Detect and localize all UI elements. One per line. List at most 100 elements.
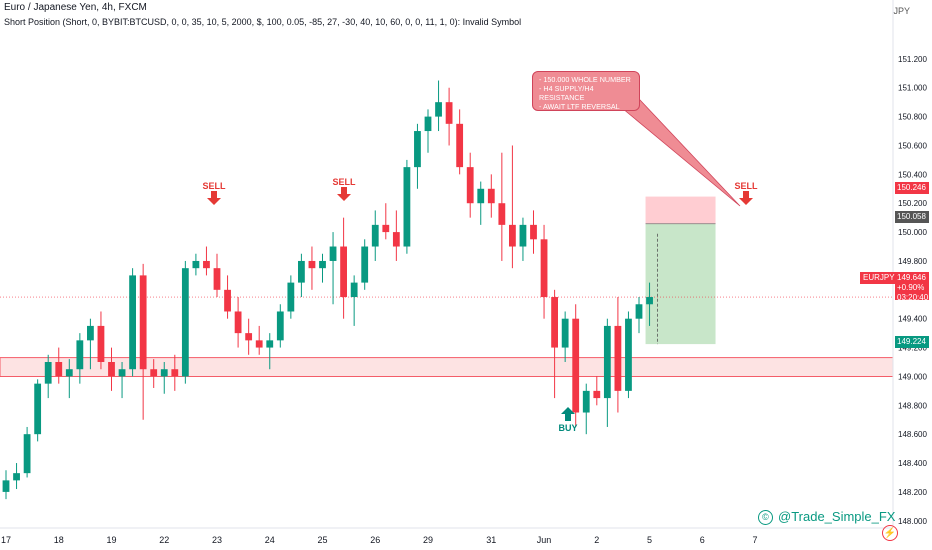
callout-line: - 150.000 WHOLE NUMBER bbox=[539, 75, 631, 84]
watermark-text: @Trade_Simple_FX bbox=[778, 509, 896, 524]
price-tick-label: 151.000 bbox=[898, 84, 927, 93]
candle-body bbox=[150, 369, 158, 377]
time-tick-label: 23 bbox=[212, 535, 222, 545]
price-tick-label: 149.400 bbox=[898, 315, 927, 324]
last-price: 149.646 bbox=[897, 273, 926, 282]
candle-body bbox=[245, 333, 253, 341]
candle-body bbox=[139, 275, 147, 370]
candle-body bbox=[424, 116, 432, 132]
time-tick-label: 6 bbox=[700, 535, 705, 545]
candle-body bbox=[392, 232, 400, 247]
price-tick-label: 148.200 bbox=[898, 488, 927, 497]
last-price-badge: 149.646 +0.90% 03:20:40 bbox=[895, 272, 929, 302]
time-tick-label: 31 bbox=[486, 535, 496, 545]
candle-body bbox=[192, 260, 200, 269]
time-tick-label: 2 bbox=[594, 535, 599, 545]
candle-body bbox=[361, 246, 369, 283]
candle-body bbox=[76, 340, 84, 370]
sell-signal: SELL bbox=[194, 181, 234, 207]
currency-label: JPY bbox=[893, 6, 910, 16]
candle-body bbox=[308, 260, 316, 269]
candle-body bbox=[540, 239, 548, 298]
analysis-callout[interactable]: - 150.000 WHOLE NUMBER - H4 SUPPLY/H4 RE… bbox=[532, 71, 640, 120]
price-tick-label: 148.800 bbox=[898, 401, 927, 410]
sell-signal: SELL bbox=[324, 177, 364, 203]
candle-body bbox=[287, 282, 295, 312]
price-tick-label: 149.000 bbox=[898, 372, 927, 381]
time-tick-label: Jun bbox=[537, 535, 552, 545]
candle-body bbox=[635, 304, 643, 319]
candle-body bbox=[87, 325, 94, 341]
candle-body bbox=[234, 311, 242, 334]
price-tick-label: 148.400 bbox=[898, 459, 927, 468]
time-tick-label: 5 bbox=[647, 535, 652, 545]
candle-body bbox=[551, 297, 558, 348]
price-tick-label: 151.200 bbox=[898, 55, 927, 64]
candle-body bbox=[572, 318, 580, 413]
price-tick-label: 150.200 bbox=[898, 199, 927, 208]
candle-body bbox=[509, 224, 516, 247]
time-tick-label: 29 bbox=[423, 535, 433, 545]
arrow-down-icon bbox=[739, 191, 753, 205]
candle-body bbox=[445, 102, 453, 124]
price-change: +0.90% bbox=[897, 283, 925, 292]
candle-body bbox=[603, 325, 611, 399]
candle-body bbox=[108, 362, 115, 377]
candle-body bbox=[498, 203, 506, 225]
sell-label: SELL bbox=[332, 177, 356, 187]
candle-body bbox=[181, 268, 189, 377]
candle-body bbox=[213, 268, 221, 290]
candle-body bbox=[44, 362, 52, 384]
symbol-badge: EURJPY bbox=[860, 272, 898, 284]
candle-body bbox=[477, 188, 485, 204]
price-tick-label: 150.000 bbox=[898, 228, 927, 237]
time-tick-label: 22 bbox=[159, 535, 169, 545]
price-tick-label: 149.200 bbox=[898, 344, 927, 353]
price-tick-label: 148.000 bbox=[898, 517, 927, 526]
candle-body bbox=[403, 167, 411, 247]
callout-line: - H4 SUPPLY/H4 RESISTANCE bbox=[539, 84, 594, 102]
watermark: © @Trade_Simple_FX bbox=[758, 509, 896, 526]
time-tick-label: 19 bbox=[106, 535, 116, 545]
arrow-up-icon bbox=[561, 407, 575, 421]
candle-body bbox=[23, 434, 31, 474]
candle-body bbox=[329, 246, 337, 261]
lightning-icon[interactable]: ⚡ bbox=[882, 525, 898, 541]
callout-pointer bbox=[621, 99, 741, 207]
price-tick-label: 150.600 bbox=[898, 141, 927, 150]
candle-body bbox=[435, 102, 442, 117]
candle-body bbox=[350, 282, 358, 298]
buy-label: BUY bbox=[558, 423, 578, 433]
candle-body bbox=[97, 325, 105, 362]
candle-body bbox=[203, 260, 210, 269]
candle-body bbox=[319, 260, 326, 269]
candle-body bbox=[13, 473, 20, 481]
candle-body bbox=[266, 340, 274, 348]
candle-body bbox=[487, 188, 495, 204]
take-profit-zone bbox=[645, 223, 716, 345]
time-tick-label: 25 bbox=[317, 535, 327, 545]
candle-body bbox=[371, 224, 379, 247]
sell-label: SELL bbox=[734, 181, 758, 191]
bar-countdown: 03:20:40 bbox=[897, 293, 929, 302]
candle-body bbox=[593, 390, 601, 399]
price-tick-label: 150.400 bbox=[898, 170, 927, 179]
candle-body bbox=[129, 275, 136, 370]
candle-body bbox=[340, 246, 347, 298]
sell-label: SELL bbox=[202, 181, 226, 191]
target-price-badge: 149.224 bbox=[895, 336, 929, 348]
price-tick-label: 148.600 bbox=[898, 430, 927, 439]
sell-signal: SELL bbox=[726, 181, 766, 207]
stop-price-badge: 150.246 bbox=[895, 182, 929, 194]
buy-signal: BUY bbox=[548, 407, 588, 433]
candle-body bbox=[561, 318, 569, 348]
time-tick-label: 17 bbox=[1, 535, 11, 545]
chart-title: Euro / Japanese Yen, 4h, FXCM bbox=[4, 2, 147, 13]
candle-body bbox=[530, 224, 537, 240]
entry-price-badge: 150.058 bbox=[895, 211, 929, 223]
candle-body bbox=[582, 390, 590, 413]
time-tick-label: 18 bbox=[54, 535, 64, 545]
time-tick-label: 24 bbox=[265, 535, 275, 545]
candle-body bbox=[171, 369, 179, 377]
